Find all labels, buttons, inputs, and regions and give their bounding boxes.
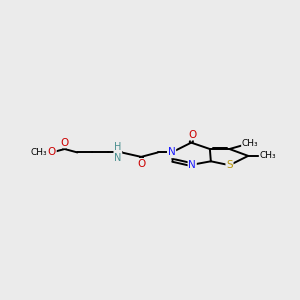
Text: O: O	[48, 148, 56, 158]
Text: N: N	[188, 160, 196, 170]
Text: O: O	[137, 159, 145, 169]
Text: CH₃: CH₃	[260, 152, 276, 160]
Text: H
N: H N	[114, 142, 122, 163]
Text: CH₃: CH₃	[31, 148, 47, 157]
Text: S: S	[226, 160, 233, 170]
Text: CH₃: CH₃	[242, 139, 258, 148]
Text: O: O	[61, 138, 69, 148]
Text: N: N	[168, 148, 176, 158]
Text: O: O	[188, 130, 196, 140]
